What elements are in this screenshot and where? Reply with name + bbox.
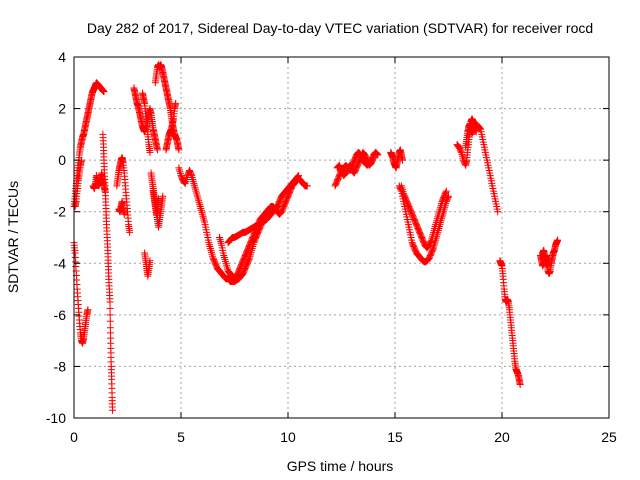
data-point <box>303 182 311 190</box>
data-point <box>373 150 381 158</box>
x-axis-label: GPS time / hours <box>287 458 394 474</box>
y-tick-label: 2 <box>58 101 66 117</box>
data-markers <box>70 61 562 414</box>
y-tick-label: -8 <box>54 358 67 374</box>
data-point <box>457 147 465 155</box>
data-point <box>369 155 377 163</box>
grid-lines <box>74 57 609 418</box>
y-tick-label: -10 <box>46 410 66 426</box>
data-point <box>516 380 524 388</box>
data-point <box>472 128 480 136</box>
data-point <box>146 148 154 156</box>
y-tick-label: 4 <box>58 49 66 65</box>
data-point <box>181 179 189 187</box>
x-tick-label: 5 <box>177 429 185 445</box>
data-point <box>429 245 437 253</box>
x-tick-label: 10 <box>280 429 296 445</box>
y-tick-label: -2 <box>54 204 67 220</box>
plot-frame <box>73 56 610 419</box>
data-point <box>84 306 92 314</box>
data-point <box>120 210 128 218</box>
data-point <box>100 88 108 96</box>
y-tick-label: -4 <box>54 255 67 271</box>
data-point <box>159 192 167 200</box>
data-point <box>545 254 553 262</box>
data-point <box>109 406 117 414</box>
x-tick-label: 20 <box>494 429 510 445</box>
x-tick-label: 25 <box>601 429 617 445</box>
y-tick-label: -6 <box>54 307 67 323</box>
data-point <box>554 236 562 244</box>
data-point <box>106 311 114 319</box>
data-point <box>106 304 114 312</box>
data-point <box>472 126 480 134</box>
data-point <box>295 172 303 180</box>
data-point <box>106 317 114 325</box>
chart-title: Day 282 of 2017, Sidereal Day-to-day VTE… <box>87 20 593 36</box>
data-point <box>172 99 180 107</box>
x-tick-label: 15 <box>387 429 403 445</box>
data-point <box>294 173 302 181</box>
data-point <box>374 151 382 159</box>
axis-ticks: 0 5 10 15 20 25 -10 -8 -6 -4 -2 0 2 4 <box>46 49 617 445</box>
data-point <box>370 154 378 162</box>
data-point <box>187 170 195 178</box>
x-tick-label: 0 <box>70 429 78 445</box>
data-point <box>373 150 381 158</box>
data-point <box>427 237 435 245</box>
data-point <box>106 298 114 306</box>
data-point <box>175 146 183 154</box>
data-point <box>146 257 154 265</box>
data-point <box>398 156 406 164</box>
y-tick-label: 0 <box>58 152 66 168</box>
data-point <box>494 208 502 216</box>
data-point <box>153 146 161 154</box>
data-point <box>155 195 163 203</box>
data-point <box>126 228 134 236</box>
data-point <box>476 125 484 133</box>
data-point <box>442 187 450 195</box>
data-point <box>442 188 450 196</box>
data-point <box>294 172 302 180</box>
y-axis-label: SDTVAR / TECUs <box>5 181 21 293</box>
